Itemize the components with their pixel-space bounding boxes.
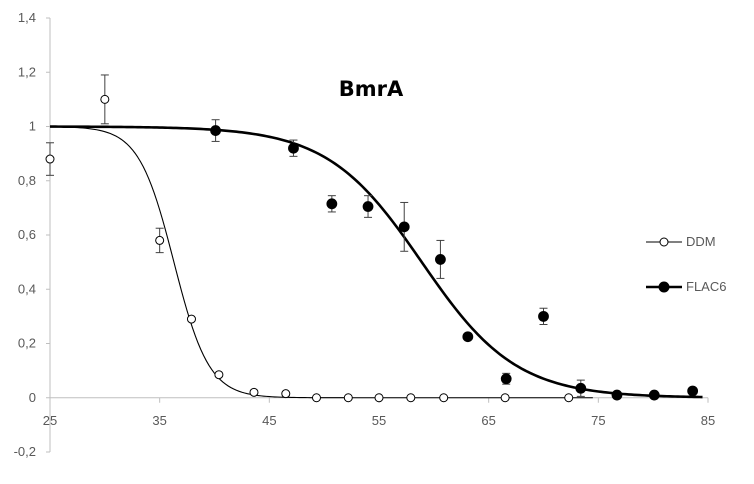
data-point-flac6	[462, 331, 474, 343]
data-points	[45, 94, 699, 403]
x-tick-label: 25	[43, 413, 57, 428]
data-point-flac6	[288, 142, 299, 154]
y-tick-label: 0,4	[18, 281, 36, 296]
fit-curves	[49, 125, 703, 399]
data-point-flac6	[538, 310, 549, 322]
data-point-flac6	[398, 221, 410, 233]
x-tick-label: 55	[372, 413, 386, 428]
legend-marker	[659, 237, 669, 247]
data-point-ddm	[281, 389, 291, 399]
fit-curve-ddm	[49, 126, 593, 399]
y-tick-label: 1,2	[18, 64, 36, 79]
data-point-ddm	[311, 393, 321, 403]
data-point-flac6	[362, 201, 374, 212]
data-point-flac6	[326, 198, 338, 210]
legend-label: DDM	[686, 234, 716, 249]
data-point-ddm	[406, 393, 416, 403]
x-tick-labels: 25 35 45 55 65 75 85	[43, 413, 715, 428]
data-point-flac6	[648, 389, 660, 401]
x-tick-label: 45	[262, 413, 276, 428]
data-point-ddm	[100, 94, 110, 104]
y-tick-labels: -0,2 0 0,2 0,4 0,6 0,8 1 1,2 1,4	[14, 10, 36, 459]
data-point-ddm	[186, 314, 196, 324]
data-point-flac6	[500, 373, 512, 385]
data-point-flac6	[687, 385, 699, 397]
data-point-flac6	[611, 389, 623, 401]
data-point-flac6	[435, 254, 446, 265]
x-tick-label: 75	[591, 413, 605, 428]
data-point-ddm	[564, 393, 574, 403]
error-bars	[46, 74, 585, 397]
legend: DDM FLAC6	[646, 234, 726, 294]
legend-item-ddm: DDM	[646, 234, 716, 249]
legend-item-flac6: FLAC6	[646, 279, 726, 294]
axes	[46, 17, 709, 453]
x-tick-label: 35	[152, 413, 166, 428]
data-point-ddm	[249, 387, 259, 397]
data-point-ddm	[500, 393, 510, 403]
data-point-ddm	[439, 393, 449, 403]
data-point-flac6	[210, 125, 221, 136]
y-tick-label: 1	[29, 119, 36, 134]
y-tick-label: 0,2	[18, 336, 36, 351]
legend-label: FLAC6	[686, 279, 726, 294]
data-point-ddm	[45, 154, 55, 164]
data-point-ddm	[155, 235, 165, 245]
fit-curve-flac6	[49, 125, 703, 399]
data-point-ddm	[374, 393, 384, 403]
legend-marker	[658, 281, 670, 293]
y-tick-label: -0,2	[14, 444, 36, 459]
data-point-ddm	[343, 393, 353, 403]
y-tick-label: 1,4	[18, 10, 36, 25]
y-tick-label: 0,6	[18, 227, 36, 242]
x-tick-label: 85	[701, 413, 715, 428]
chart-title: BmrA	[339, 77, 404, 101]
data-point-ddm	[214, 370, 224, 380]
y-tick-label: 0	[29, 390, 36, 405]
x-tick-label: 65	[481, 413, 495, 428]
y-tick-label: 0,8	[18, 173, 36, 188]
data-point-flac6	[575, 382, 587, 394]
